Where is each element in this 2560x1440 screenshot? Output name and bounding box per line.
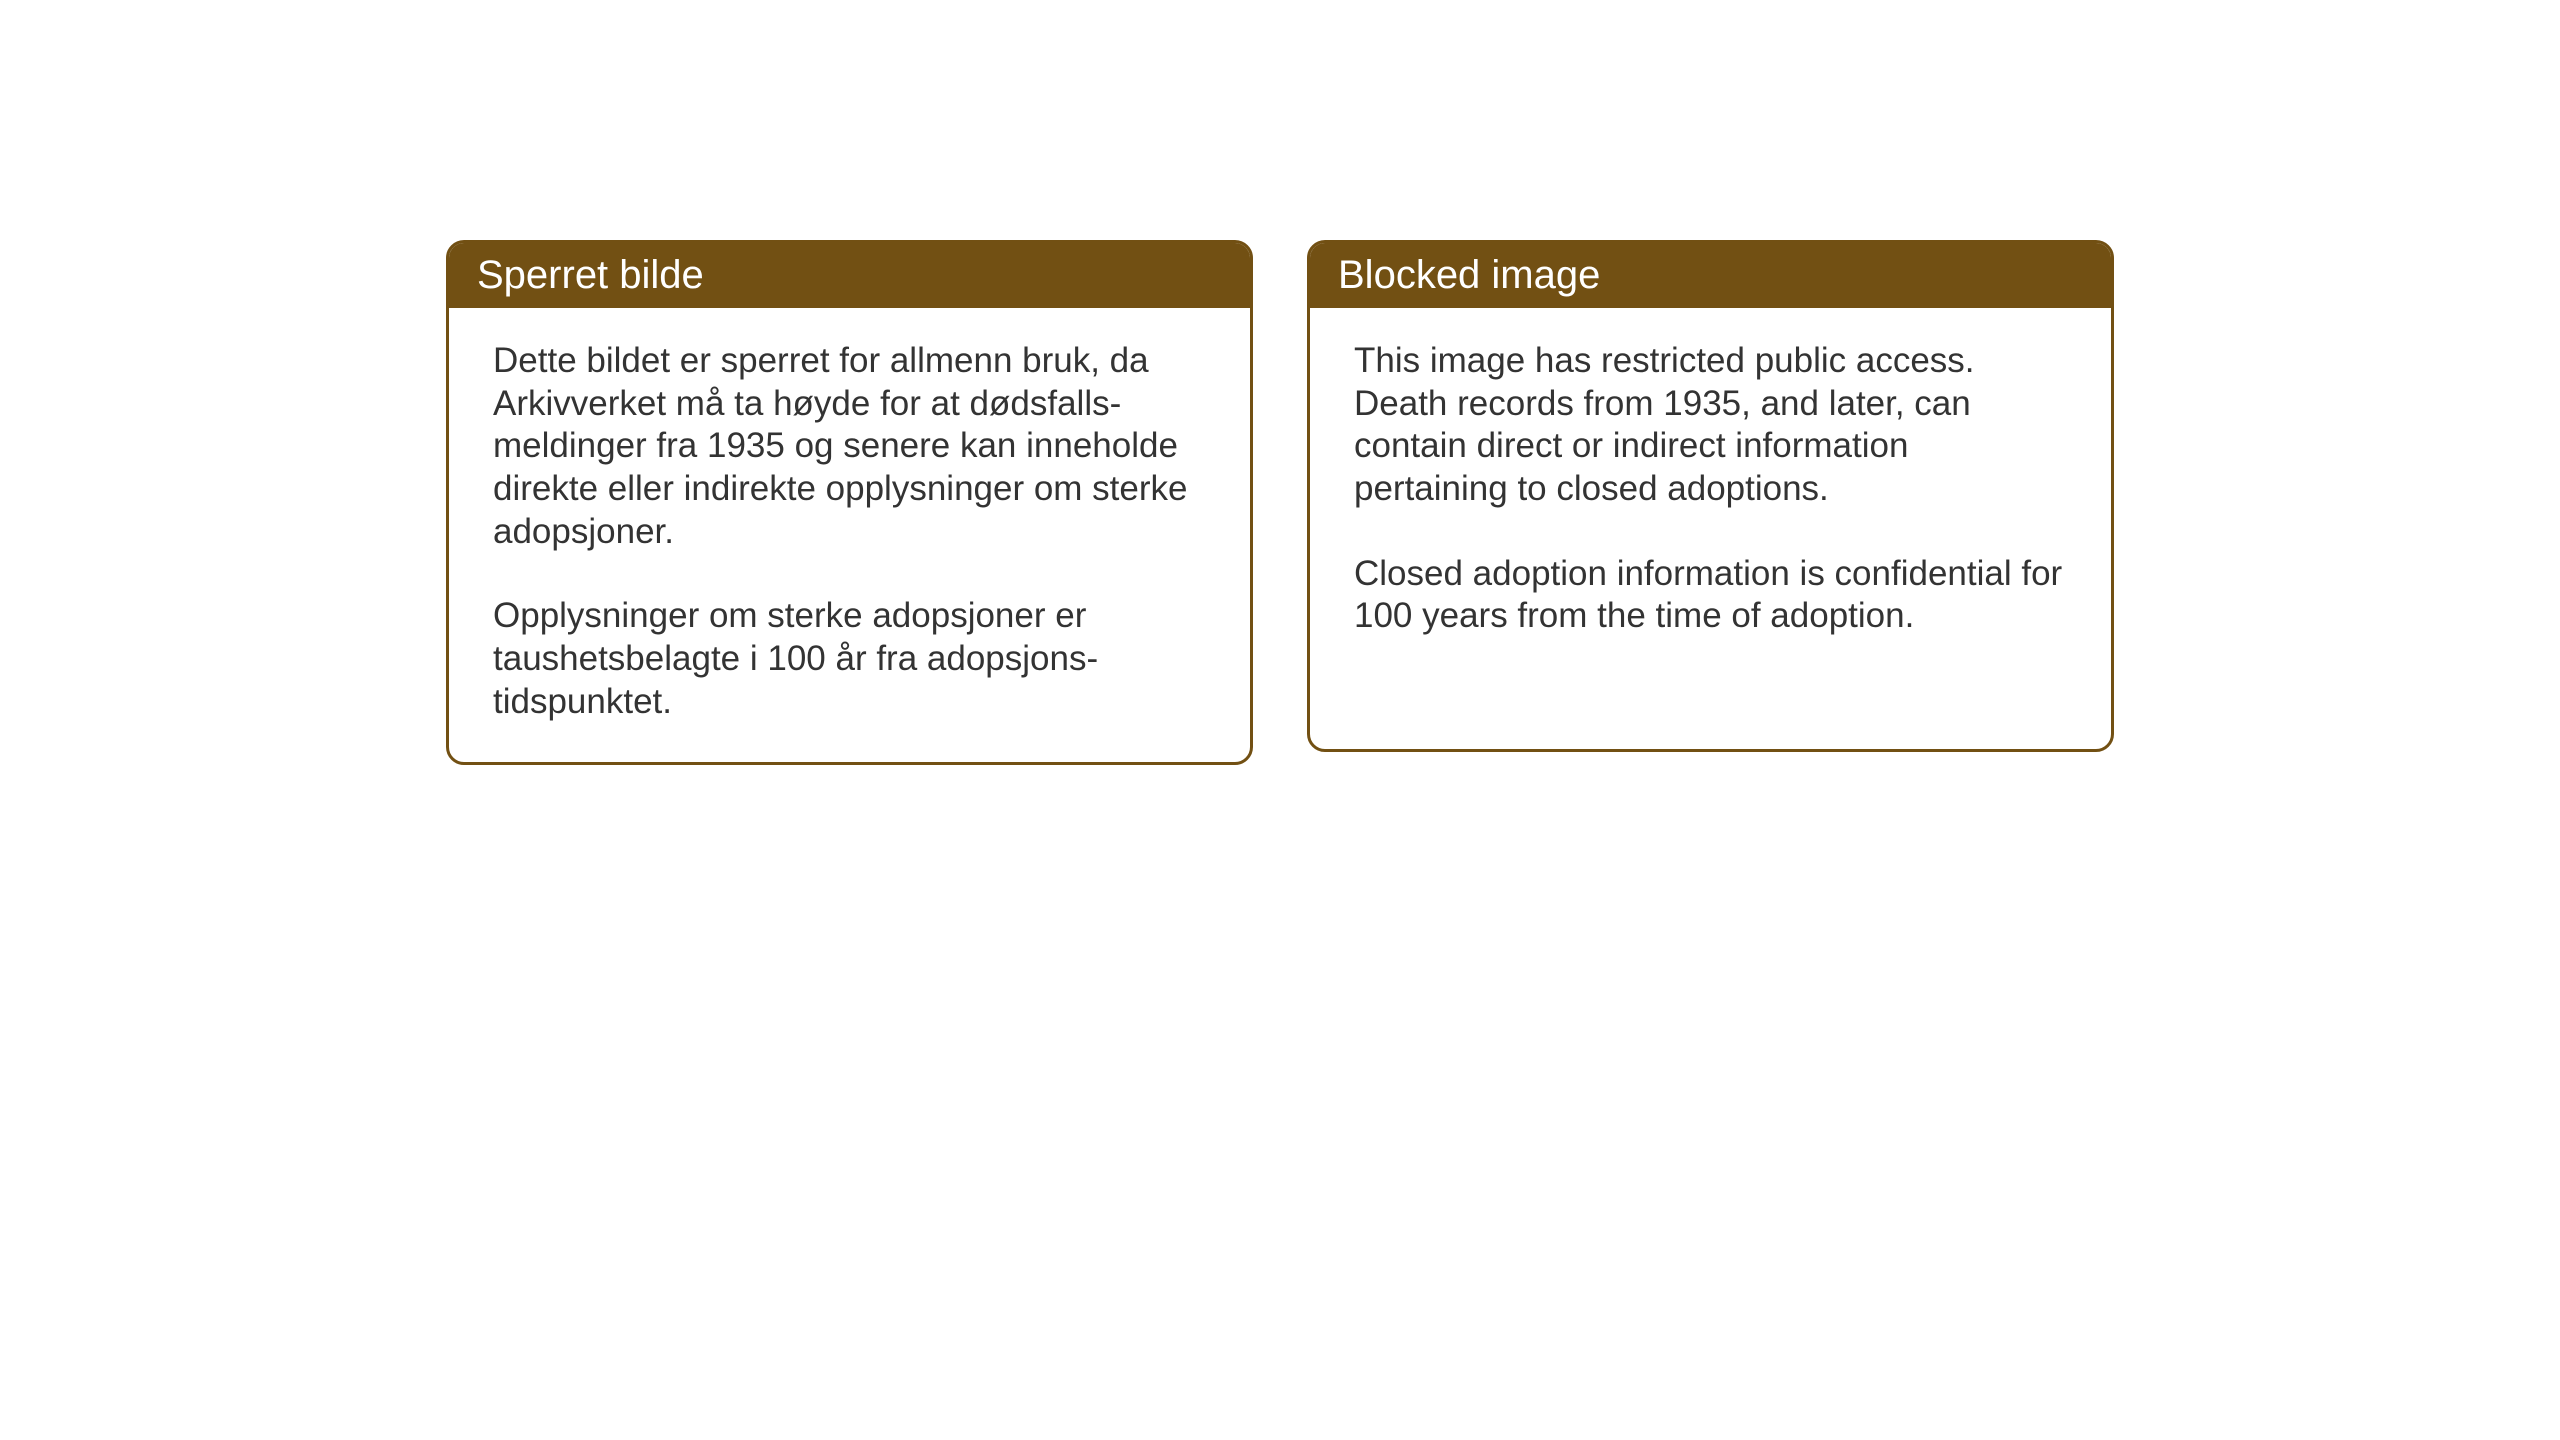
norwegian-card-title: Sperret bilde: [477, 253, 704, 297]
english-card-header: Blocked image: [1310, 243, 2111, 308]
english-card-title: Blocked image: [1338, 253, 1600, 297]
english-paragraph-2: Closed adoption information is confident…: [1354, 553, 2067, 638]
norwegian-paragraph-2: Opplysninger om sterke adopsjoner er tau…: [493, 595, 1206, 723]
cards-container: Sperret bilde Dette bildet er sperret fo…: [446, 240, 2114, 765]
norwegian-card-body: Dette bildet er sperret for allmenn bruk…: [449, 308, 1250, 762]
norwegian-paragraph-1: Dette bildet er sperret for allmenn bruk…: [493, 340, 1206, 553]
norwegian-card-header: Sperret bilde: [449, 243, 1250, 308]
norwegian-card: Sperret bilde Dette bildet er sperret fo…: [446, 240, 1253, 765]
english-card-body: This image has restricted public access.…: [1310, 308, 2111, 676]
english-card: Blocked image This image has restricted …: [1307, 240, 2114, 752]
english-paragraph-1: This image has restricted public access.…: [1354, 340, 2067, 511]
